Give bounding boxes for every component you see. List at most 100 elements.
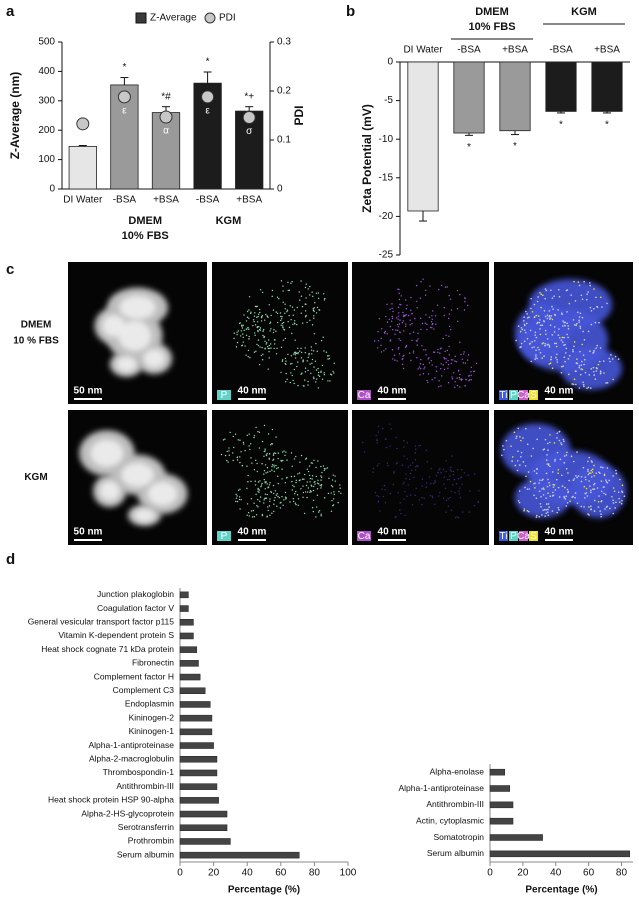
micrograph: 50 nm [68, 410, 207, 545]
overlay-dot [526, 443, 529, 446]
map-dot [447, 363, 450, 366]
category-label: Antithrombin-III [116, 781, 174, 791]
map-dot [466, 359, 469, 361]
overlay-dot [558, 496, 561, 498]
overlay-dot [600, 515, 602, 518]
map-dot [310, 372, 312, 374]
map-dot [300, 357, 303, 359]
overlay-dot [531, 346, 533, 349]
map-dot [372, 467, 375, 470]
overlay-dot [564, 360, 566, 363]
map-dot [252, 324, 254, 327]
map-dot [425, 486, 428, 488]
map-dot [243, 314, 245, 316]
overlay-dot [537, 346, 539, 349]
map-dot [322, 336, 324, 338]
overlay-dot [575, 475, 577, 477]
map-dot [470, 371, 472, 373]
overlay-dot [544, 315, 547, 318]
map-dot [317, 483, 320, 485]
map-dot [261, 346, 263, 349]
map-dot [311, 353, 313, 355]
overlay-dot [590, 508, 593, 510]
map-dot [274, 490, 277, 492]
map-dot [284, 357, 287, 360]
overlay-dot [541, 357, 543, 359]
map-dot [334, 475, 336, 477]
map-dot [394, 516, 397, 519]
map-dot [257, 506, 259, 508]
panel-label: b [346, 3, 355, 20]
map-dot [454, 381, 456, 383]
y2-tick-label: 0.1 [277, 135, 291, 146]
map-dot [426, 461, 429, 463]
map-dot [330, 484, 333, 487]
map-dot [264, 319, 266, 321]
map-dot [469, 490, 471, 492]
map-dot [281, 451, 284, 453]
overlay-dot [533, 339, 536, 342]
map-dot [470, 379, 473, 381]
map-dot [410, 296, 412, 299]
map-dot [397, 348, 400, 350]
overlay-dot [547, 478, 549, 481]
y-tick-label: 500 [38, 37, 55, 48]
map-dot [252, 319, 255, 321]
group-label: DMEM [128, 215, 162, 227]
overlay-dot [588, 480, 590, 482]
map-dot [429, 285, 431, 287]
map-dot [253, 351, 256, 353]
overlay-dot [555, 342, 558, 345]
overlay-dot [556, 432, 559, 434]
map-dot [238, 496, 241, 498]
significance: *# [161, 91, 171, 102]
map-dot [269, 482, 271, 484]
map-dot [317, 374, 320, 376]
map-dot [235, 500, 237, 503]
map-dot [262, 353, 264, 356]
overlay-dot [612, 502, 615, 504]
overlay-dot [621, 499, 623, 502]
map-dot [282, 290, 284, 292]
pdi-point [201, 90, 215, 104]
map-dot [315, 466, 317, 469]
map-dot [233, 446, 235, 449]
category-label: Heat shock protein HSP 90-alpha [48, 795, 174, 805]
element-label: Ti [500, 531, 508, 542]
category-label: Kininogen-1 [129, 726, 175, 736]
map-dot [389, 308, 391, 310]
map-dot [242, 441, 245, 444]
map-dot [273, 466, 276, 468]
map-dot [330, 492, 332, 494]
overlay-dot [574, 300, 577, 302]
overlay-dot [572, 383, 575, 386]
overlay-dot [536, 514, 538, 517]
map-dot [274, 496, 276, 499]
map-dot [236, 331, 238, 333]
overlay-dot [593, 482, 596, 485]
overlay-dot [563, 496, 566, 499]
map-dot [320, 479, 322, 481]
category-label: General vesicular transport factor p115 [28, 617, 175, 627]
map-dot [306, 468, 309, 470]
map-dot [291, 280, 293, 283]
overlay-dot [544, 329, 547, 332]
map-dot [277, 457, 279, 460]
map-dot [394, 333, 396, 336]
particle-core [99, 481, 120, 501]
map-dot [290, 475, 293, 478]
scale-bar-label: 40 nm [378, 386, 407, 397]
overlay-dot [540, 505, 542, 508]
map-dot [393, 354, 396, 356]
category-label: Kininogen-2 [129, 712, 175, 722]
overlay-dot [547, 514, 550, 517]
overlay-dot [581, 368, 584, 371]
map-dot [266, 342, 268, 344]
bar [179, 701, 211, 708]
map-dot [315, 381, 317, 383]
map-dot [409, 333, 411, 335]
map-dot [266, 346, 269, 348]
map-dot [330, 374, 333, 376]
map-dot [288, 289, 291, 291]
overlay-dot [593, 499, 596, 502]
